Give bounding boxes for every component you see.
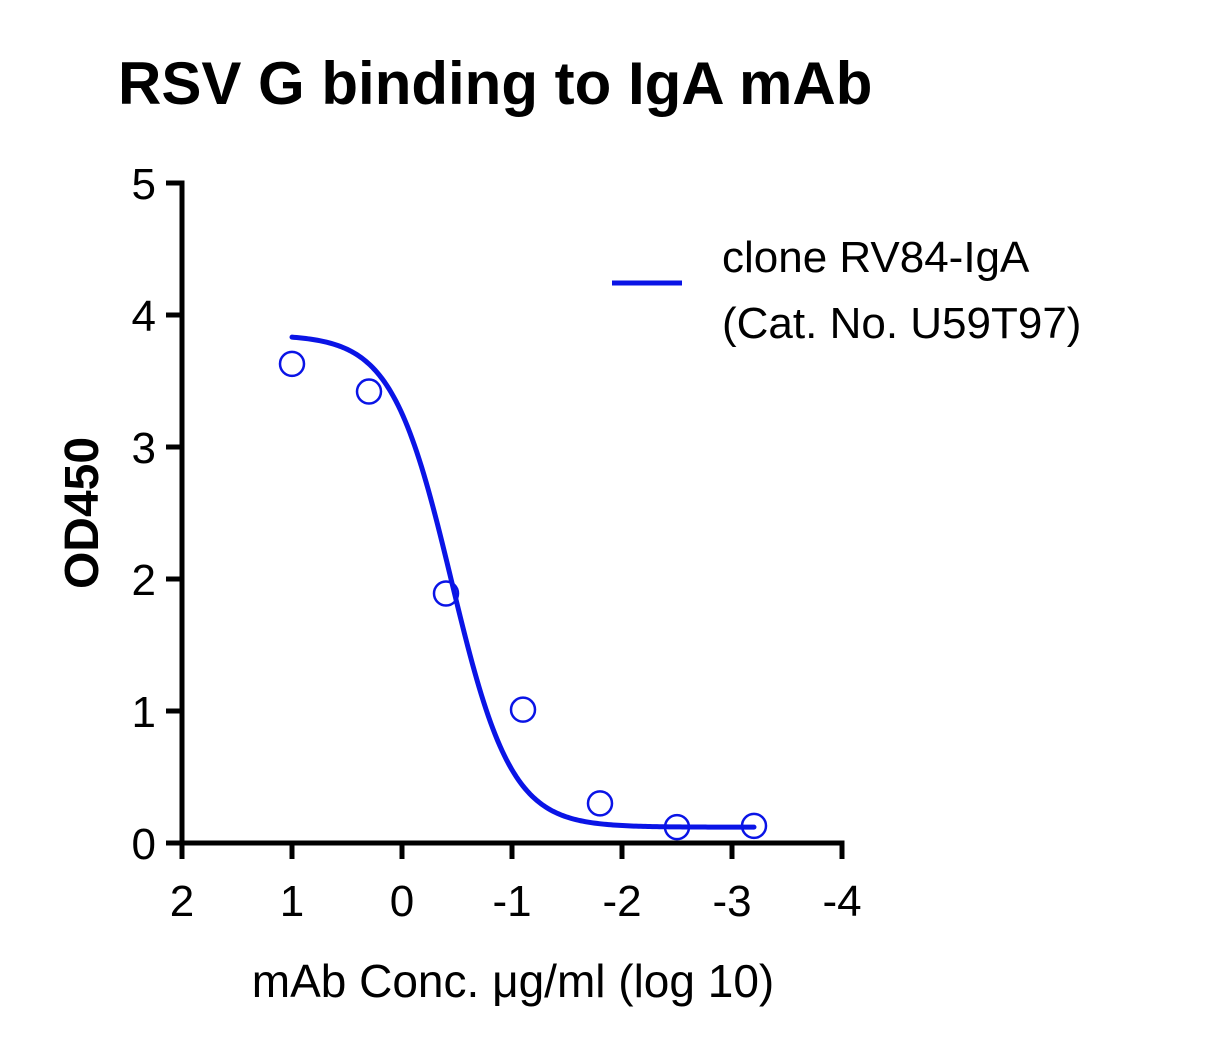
x-tick-label: 1 <box>280 877 304 926</box>
x-axis-ticks: 2 1 0 -1 -2 -3 -4 <box>170 843 862 926</box>
x-tick-label: -3 <box>712 877 751 926</box>
y-tick-label: 3 <box>132 424 156 473</box>
y-tick-label: 4 <box>132 292 156 341</box>
x-axis-label: mAb Conc. μg/ml (log 10) <box>252 955 774 1007</box>
y-tick-label: 1 <box>132 688 156 737</box>
data-point <box>278 350 306 378</box>
data-point <box>432 580 460 607</box>
data-point <box>740 812 768 840</box>
y-axis-ticks: 0 1 2 3 4 5 <box>132 160 182 869</box>
x-tick-label: 0 <box>390 877 414 926</box>
data-point <box>663 813 691 841</box>
x-tick-label: 2 <box>170 877 194 926</box>
data-point <box>355 378 383 405</box>
y-tick-label: 2 <box>132 556 156 605</box>
data-point <box>586 790 614 817</box>
fit-curve <box>289 334 757 830</box>
y-tick-label: 5 <box>132 160 156 209</box>
y-tick-label: 0 <box>132 820 156 869</box>
y-axis-label: OD450 <box>56 437 109 589</box>
legend-label-line-1: clone RV84-IgA <box>722 233 1030 282</box>
legend-label-line-2: (Cat. No. U59T97) <box>722 299 1081 348</box>
x-tick-label: -1 <box>492 877 531 926</box>
chart-title: RSV G binding to IgA mAb <box>118 50 872 117</box>
data-point <box>509 696 537 723</box>
data-points <box>278 350 768 841</box>
axes <box>179 180 845 846</box>
legend: clone RV84-IgA (Cat. No. U59T97) <box>612 233 1081 348</box>
x-tick-label: -4 <box>822 877 861 926</box>
x-tick-label: -2 <box>602 877 641 926</box>
